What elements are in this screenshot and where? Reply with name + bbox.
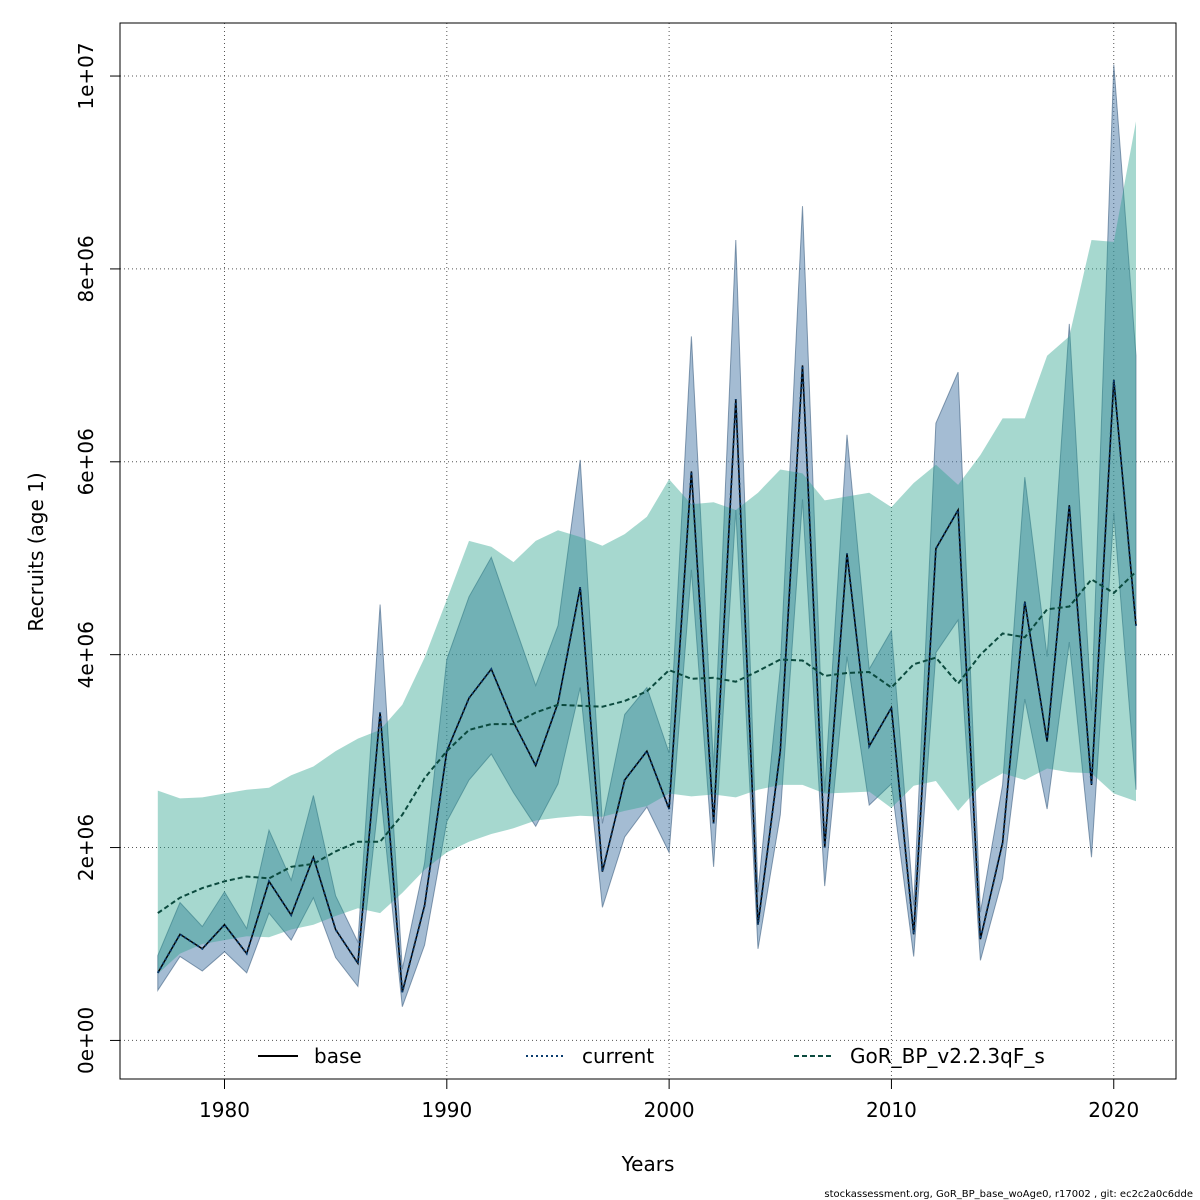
y-tick-label: 6e+06 bbox=[74, 428, 98, 495]
legend-label-base: base bbox=[314, 1044, 362, 1068]
x-axis-title: Years bbox=[621, 1152, 675, 1176]
y-tick-label: 4e+06 bbox=[74, 621, 98, 688]
band-gor-smooth bbox=[157, 121, 1137, 974]
series-lines bbox=[156, 365, 1137, 993]
y-tick-label: 8e+06 bbox=[74, 235, 98, 302]
band-base-annual bbox=[157, 64, 1137, 1007]
legend-label-current: current bbox=[582, 1044, 654, 1068]
legend-label-gor: GoR_BP_v2.2.3qF_s bbox=[850, 1044, 1045, 1068]
grid bbox=[120, 23, 1176, 1079]
x-tick-label: 2000 bbox=[644, 1098, 695, 1122]
legend: base current GoR_BP_v2.2.3qF_s bbox=[258, 1044, 1045, 1068]
x-tick-label: 2020 bbox=[1088, 1098, 1139, 1122]
x-tick-label: 2010 bbox=[866, 1098, 917, 1122]
x-axis: 1980 1990 2000 2010 2020 bbox=[199, 1078, 1139, 1122]
y-tick-label: 2e+06 bbox=[74, 814, 98, 881]
confidence-bands bbox=[157, 64, 1137, 1007]
y-axis: 0e+00 2e+06 4e+06 6e+06 8e+06 1e+07 bbox=[74, 42, 121, 1074]
x-tick-label: 1990 bbox=[421, 1098, 472, 1122]
series-line-current bbox=[156, 365, 1137, 993]
footer-credit: stockassessment.org, GoR_BP_base_woAge0,… bbox=[824, 1189, 1193, 1200]
x-tick-label: 1980 bbox=[199, 1098, 250, 1122]
y-axis-title: Recruits (age 1) bbox=[24, 472, 48, 631]
series-line-gor bbox=[157, 570, 1137, 914]
y-tick-label: 1e+07 bbox=[74, 42, 98, 109]
y-tick-label: 0e+00 bbox=[74, 1007, 98, 1074]
